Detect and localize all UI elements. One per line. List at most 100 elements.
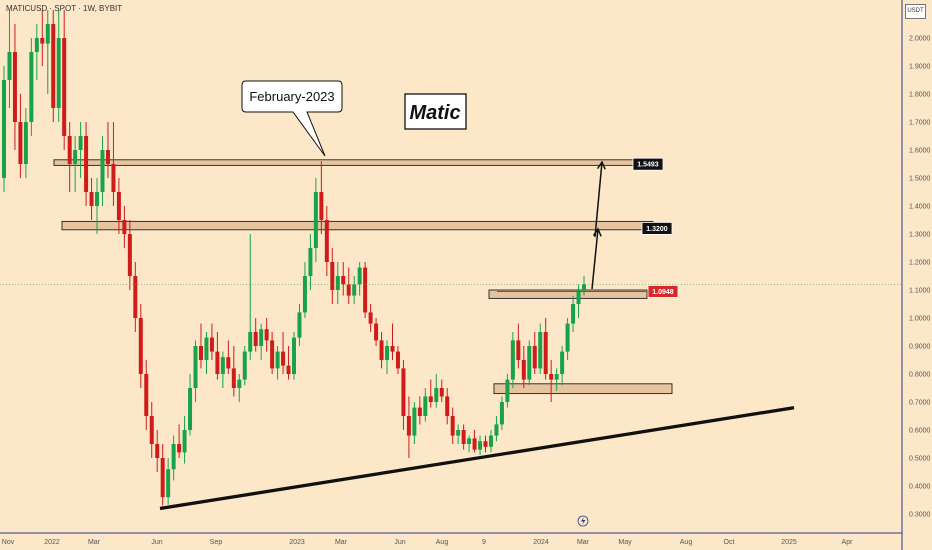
candle-body bbox=[198, 346, 203, 360]
candle-body bbox=[554, 374, 559, 380]
candle-body bbox=[472, 438, 477, 450]
candle-body bbox=[549, 374, 554, 380]
x-tick-label: Aug bbox=[680, 539, 693, 546]
x-tick-label: Aug bbox=[436, 539, 449, 546]
candle-body bbox=[499, 402, 504, 425]
candle-body bbox=[494, 424, 499, 436]
candle-body bbox=[428, 396, 433, 402]
y-tick-label: 0.9000 bbox=[909, 344, 931, 351]
y-tick-label: 0.8000 bbox=[909, 372, 931, 379]
candle-body bbox=[346, 284, 351, 296]
candle-body bbox=[483, 441, 488, 447]
candle-body bbox=[45, 24, 50, 44]
candle-body bbox=[450, 416, 455, 436]
x-tick-label: Apr bbox=[842, 539, 854, 546]
y-tick-label: 1.5000 bbox=[909, 176, 931, 183]
candle-body bbox=[412, 407, 417, 436]
y-tick-label: 1.6000 bbox=[909, 148, 931, 155]
candle-body bbox=[220, 357, 225, 374]
candle-body bbox=[368, 312, 373, 324]
candle-body bbox=[461, 430, 466, 444]
candle-body bbox=[127, 234, 132, 276]
candle-body bbox=[527, 346, 532, 380]
candle-body bbox=[73, 150, 78, 164]
x-tick-label: Mar bbox=[577, 539, 590, 546]
candle-body bbox=[56, 38, 61, 108]
candle-body bbox=[538, 332, 543, 369]
candle-body bbox=[439, 388, 444, 397]
candle-body bbox=[521, 360, 526, 380]
y-tick-label: 0.6000 bbox=[909, 428, 931, 435]
candle-body bbox=[177, 444, 182, 453]
candle-body bbox=[270, 340, 275, 369]
candle-body bbox=[417, 407, 422, 416]
candle-body bbox=[62, 38, 67, 136]
y-tick-label: 0.7000 bbox=[909, 400, 931, 407]
candle-body bbox=[401, 368, 406, 416]
candle-body bbox=[319, 192, 324, 220]
projection-arrow bbox=[591, 228, 599, 290]
candle-body bbox=[313, 192, 318, 248]
candle-body bbox=[565, 323, 570, 352]
y-tick-label: 1.1000 bbox=[909, 288, 931, 295]
support-resistance-zone bbox=[493, 383, 673, 395]
currency-label[interactable]: USDT bbox=[905, 4, 926, 19]
candle-body bbox=[84, 136, 89, 192]
candle-body bbox=[390, 346, 395, 352]
x-tick-label: Nov bbox=[2, 539, 15, 546]
candle-body bbox=[571, 304, 576, 324]
candle-body bbox=[67, 136, 72, 164]
x-tick-label: Jun bbox=[151, 539, 162, 546]
candle-body bbox=[204, 337, 209, 360]
y-tick-label: 1.7000 bbox=[909, 120, 931, 127]
candle-body bbox=[516, 340, 521, 360]
candle-body bbox=[406, 416, 411, 436]
x-tick-label: 2023 bbox=[289, 539, 305, 546]
candle-body bbox=[122, 220, 127, 234]
x-tick-label: Oct bbox=[724, 539, 735, 546]
candle-body bbox=[335, 276, 340, 290]
trendline-highlight bbox=[159, 405, 795, 507]
candle-body bbox=[374, 323, 379, 341]
y-tick-label: 1.8000 bbox=[909, 92, 931, 99]
candle-body bbox=[363, 267, 368, 313]
annotation-callout bbox=[241, 80, 343, 157]
candle-body bbox=[560, 351, 565, 374]
candle-body bbox=[385, 346, 390, 360]
candle-body bbox=[434, 388, 439, 402]
candle-body bbox=[510, 340, 515, 380]
level-price-label: 1.3200 bbox=[646, 226, 668, 233]
candle-body bbox=[456, 430, 461, 436]
candle-body bbox=[78, 136, 83, 150]
candle-body bbox=[111, 164, 116, 192]
candle-body bbox=[445, 396, 450, 416]
candle-body bbox=[182, 430, 187, 453]
candle-body bbox=[171, 444, 176, 470]
candle-body bbox=[193, 346, 198, 388]
level-price-label: 1.0948 bbox=[652, 289, 674, 296]
candle-body bbox=[423, 396, 428, 416]
candle-body bbox=[209, 337, 214, 352]
y-tick-label: 0.3000 bbox=[909, 512, 931, 519]
candle-body bbox=[166, 469, 171, 498]
candle-body bbox=[281, 351, 286, 366]
candle-body bbox=[488, 435, 493, 447]
candle-body bbox=[12, 52, 17, 122]
candle-body bbox=[215, 351, 220, 374]
x-tick-label: Mar bbox=[88, 539, 101, 546]
chart-title: Matic bbox=[409, 102, 460, 124]
candle-body bbox=[51, 24, 56, 108]
candle-body bbox=[105, 150, 110, 164]
candle-body bbox=[29, 52, 34, 122]
level-price-tag bbox=[647, 285, 679, 298]
candle-body bbox=[149, 416, 154, 444]
support-resistance-zone bbox=[53, 159, 657, 166]
candle-body bbox=[297, 312, 302, 338]
lightning-icon[interactable] bbox=[577, 515, 589, 527]
candle-body bbox=[7, 52, 12, 80]
candle-body bbox=[89, 192, 94, 206]
lightning-bolt bbox=[581, 517, 586, 525]
